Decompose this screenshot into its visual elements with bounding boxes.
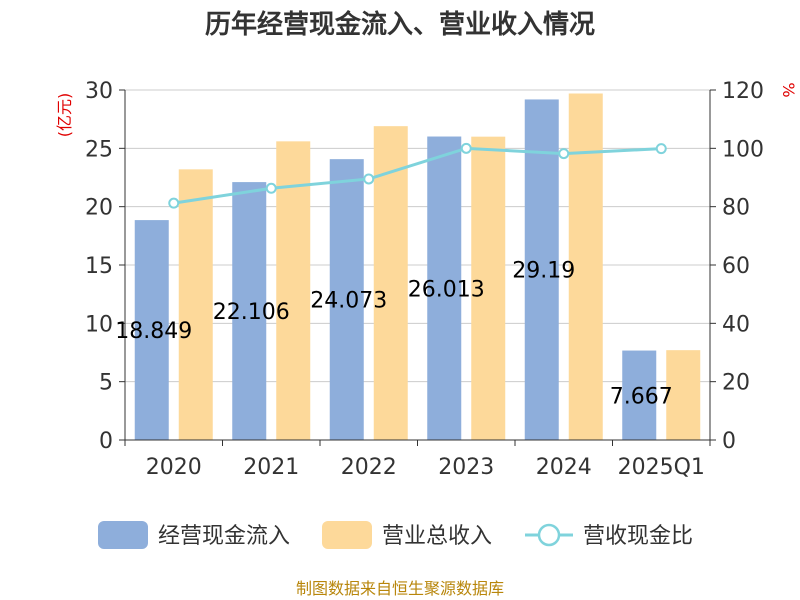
bars — [134, 93, 701, 441]
legend-label: 营收现金比 — [583, 524, 693, 549]
legend-swatch — [98, 521, 148, 549]
legend-label: 经营现金流入 — [158, 524, 290, 549]
x-tick-label: 2021 — [243, 455, 299, 480]
ratio-point — [265, 182, 277, 194]
bar-cash-inflow — [134, 220, 169, 440]
y-left-tick-label: 30 — [85, 79, 113, 104]
legend: 经营现金流入 营业总收入 营收现金比 — [98, 521, 693, 549]
y-right-tick-label: 40 — [722, 312, 750, 337]
y-right-unit: % — [779, 82, 798, 97]
ratio-line — [168, 142, 667, 209]
y-left-tick-label: 20 — [85, 196, 113, 221]
bar-cash-inflow — [622, 350, 657, 440]
x-tick-label: 2022 — [341, 455, 397, 480]
y-right-tick-label: 80 — [722, 196, 750, 221]
ratio-line-path — [173, 146, 662, 205]
bar-revenue — [666, 350, 701, 440]
source-note: 制图数据来自恒生聚源数据库 — [296, 579, 504, 598]
data-label: 22.106 — [213, 300, 290, 325]
data-label: 26.013 — [408, 277, 485, 302]
y-right-tick-label: 60 — [722, 254, 750, 279]
y-left-tick-label: 25 — [85, 137, 113, 162]
ratio-point — [558, 148, 570, 160]
x-tick-label: 2020 — [146, 455, 202, 480]
legend-swatch — [322, 521, 372, 549]
ratio-point — [168, 197, 180, 209]
y-right-tick-label: 120 — [722, 79, 764, 104]
bar-revenue — [373, 126, 408, 441]
y-right-tick-label: 100 — [722, 137, 764, 162]
ratio-point — [363, 173, 375, 185]
data-label: 29.19 — [512, 259, 575, 284]
ratio-point — [460, 142, 472, 154]
x-tick-label: 2023 — [438, 455, 494, 480]
bar-cash-inflow — [232, 182, 267, 440]
data-label: 7.667 — [610, 384, 673, 409]
x-tick-label: 2025Q1 — [618, 455, 705, 480]
bar-cash-inflow — [524, 99, 559, 440]
data-labels: 18.849 22.106 24.073 26.013 29.19 7.667 — [115, 259, 672, 410]
data-label: 18.849 — [115, 319, 192, 344]
legend-label: 营业总收入 — [382, 524, 492, 549]
y-left-tick-label: 5 — [99, 371, 113, 396]
legend-marker — [537, 523, 561, 547]
bar-cash-inflow — [329, 159, 364, 441]
chart-title: 历年经营现金流入、营业收入情况 — [205, 9, 595, 40]
y-left-tick-label: 15 — [85, 254, 113, 279]
bar-cash-inflow — [427, 136, 462, 440]
y-left-tick-label: 10 — [85, 312, 113, 337]
bar-revenue — [178, 169, 213, 441]
axes: 0 5 10 15 20 25 30 0 20 40 60 80 100 120 2020 2021 2022 2… — [85, 79, 764, 480]
y-right-tick-label: 20 — [722, 371, 750, 396]
data-label: 24.073 — [310, 289, 387, 314]
x-tick-label: 2024 — [536, 455, 592, 480]
y-right-tick-label: 0 — [722, 429, 736, 454]
ratio-point — [655, 143, 667, 155]
y-left-tick-label: 0 — [99, 429, 113, 454]
bar-revenue — [276, 141, 311, 441]
bar-revenue — [471, 136, 506, 440]
y-left-unit: (亿元) — [55, 93, 74, 138]
gridlines — [125, 89, 710, 441]
